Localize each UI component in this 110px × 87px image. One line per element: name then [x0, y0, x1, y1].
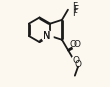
Text: N: N — [43, 31, 50, 41]
Text: O: O — [73, 40, 80, 49]
Text: O: O — [70, 40, 76, 49]
Text: F: F — [72, 2, 77, 11]
Text: O: O — [73, 56, 80, 65]
Text: F: F — [73, 5, 78, 14]
Text: O: O — [75, 60, 82, 69]
Text: N: N — [43, 31, 50, 41]
Text: F: F — [72, 9, 77, 18]
